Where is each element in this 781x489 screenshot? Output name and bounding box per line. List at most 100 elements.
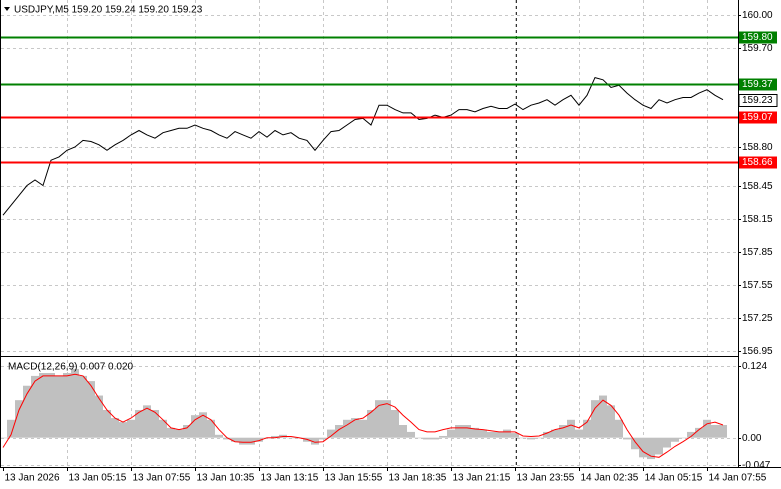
histogram-bar: [183, 424, 191, 438]
histogram-bar: [103, 409, 111, 438]
histogram-bar: [503, 429, 511, 438]
x-tick-label: 14 Jan 07:55: [709, 473, 767, 484]
x-tick-label: 14 Jan 05:15: [645, 473, 703, 484]
histogram-bar: [671, 437, 679, 442]
histogram-bar: [439, 435, 447, 438]
histogram-bar: [239, 437, 247, 445]
histogram-bar: [63, 373, 71, 438]
histogram-bar: [583, 419, 591, 438]
y-tick-label: 158.45: [742, 181, 773, 192]
histogram-bar: [159, 419, 167, 438]
histogram-bar: [615, 419, 623, 438]
y-tick-label: 157.85: [742, 247, 773, 258]
histogram-bar: [471, 427, 479, 438]
histogram-bar: [335, 424, 343, 438]
histogram-bar: [87, 381, 95, 438]
marks-layer: [0, 36, 738, 460]
x-tick-label: 14 Jan 02:35: [581, 473, 639, 484]
histogram-bar: [247, 437, 255, 445]
histogram-bar: [271, 435, 279, 438]
histogram-bar: [175, 429, 183, 438]
histogram-bar: [287, 437, 295, 439]
histogram-bar: [447, 429, 455, 438]
histogram-bar: [631, 437, 639, 450]
histogram-bar: [135, 409, 143, 438]
level-label: 159.37: [742, 79, 773, 90]
grid-layer: [1, 0, 738, 467]
histogram-bar: [23, 385, 31, 438]
x-tick-label: 13 Jan 13:15: [261, 473, 319, 484]
histogram-bar: [207, 419, 215, 438]
histogram-bar: [479, 429, 487, 438]
histogram-bar: [383, 400, 391, 438]
histogram-bar: [639, 437, 647, 458]
histogram-bar: [191, 415, 199, 438]
histogram-bar: [687, 431, 695, 438]
indicator-title: MACD(12,26,9) 0.007 0.020: [8, 362, 134, 373]
y-tick-label: 156.95: [742, 346, 773, 357]
histogram-bar: [391, 409, 399, 438]
level-label-box: [739, 111, 777, 124]
histogram-bar: [351, 418, 359, 438]
histogram-bar: [607, 405, 615, 438]
y-tick-label: 159.70: [742, 43, 773, 54]
histogram-bar: [223, 437, 231, 440]
histogram-bar: [599, 395, 607, 438]
histogram-bar: [39, 373, 47, 438]
histogram-bar: [431, 437, 439, 440]
histogram-bar: [327, 429, 335, 438]
y-tick-label: 157.25: [742, 313, 773, 324]
histogram-bar: [311, 437, 319, 445]
histogram-bar: [647, 437, 655, 460]
x-tick-label: 13 Jan 2026: [5, 473, 60, 484]
y-tick-label: 157.55: [742, 280, 773, 291]
histogram-bar: [415, 437, 423, 439]
level-label: 158.66: [742, 157, 773, 168]
histogram-bar: [143, 405, 151, 438]
histogram-bar: [319, 437, 327, 440]
histogram-bar: [527, 437, 535, 440]
histogram-bar: [0, 437, 7, 439]
histogram-bar: [695, 427, 703, 438]
histogram-bar: [151, 409, 159, 438]
y-tick-label: 158.15: [742, 214, 773, 225]
x-tick-label: 13 Jan 10:35: [197, 473, 255, 484]
histogram-bar: [711, 424, 719, 438]
symbol-header: USDJPY,M5 159.20 159.24 159.20 159.23: [14, 5, 203, 16]
x-tick-label: 13 Jan 05:15: [69, 473, 127, 484]
y-tick-label: 0.00: [742, 433, 762, 444]
histogram-bar: [231, 437, 239, 442]
histogram-bar: [655, 437, 663, 455]
histogram-bar: [119, 422, 127, 438]
histogram-bar: [79, 375, 87, 438]
x-tick-label: 13 Jan 15:55: [325, 473, 383, 484]
histogram-bar: [375, 400, 383, 438]
labels-layer: 160.00 159.70 158.80 158.45 158.15 157.85 157.…: [3, 10, 778, 484]
histogram-bar: [167, 427, 175, 438]
histogram-bar: [127, 419, 135, 438]
histogram-bar: [543, 431, 551, 438]
histogram-bar: [703, 419, 711, 438]
histogram-bar: [399, 424, 407, 438]
histogram-bar: [663, 437, 671, 448]
histogram-bar: [535, 437, 543, 439]
histogram-bar: [359, 419, 367, 438]
histogram-bar: [423, 437, 431, 440]
histogram-bar: [55, 375, 63, 438]
histogram-bar: [215, 434, 223, 438]
y-tick-label: 160.00: [742, 10, 773, 21]
level-label: 159.80: [742, 32, 773, 43]
histogram-bar: [455, 424, 463, 438]
histogram-bar: [463, 424, 471, 438]
histogram-bar: [255, 437, 263, 442]
histogram-bar: [367, 409, 375, 438]
menu-triangle: [4, 7, 10, 11]
last-price-label: 159.23: [742, 95, 773, 106]
histogram-bar: [511, 433, 519, 438]
histogram-bar: [15, 400, 23, 438]
level-label-box: [739, 156, 777, 169]
x-tick-label: 13 Jan 18:35: [389, 473, 447, 484]
histogram-bar: [343, 419, 351, 438]
